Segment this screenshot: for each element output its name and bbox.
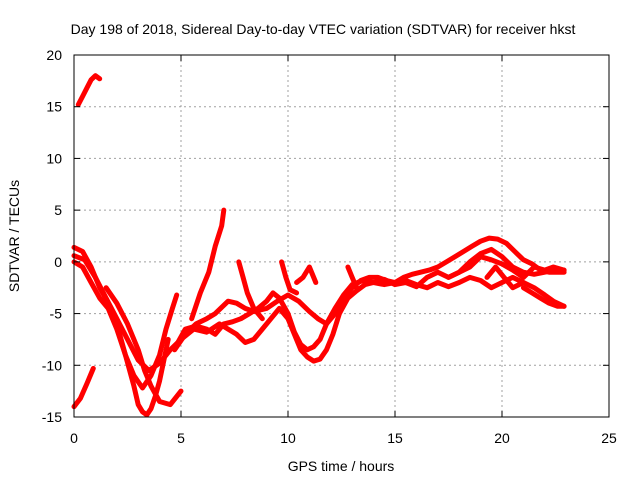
- series-line-6: [103, 285, 184, 408]
- y-tick-label: 5: [54, 202, 62, 218]
- y-tick-label: 0: [54, 254, 62, 270]
- x-tick-label: 15: [387, 430, 403, 446]
- series-line-7: [172, 235, 567, 353]
- y-tick-label: -10: [42, 357, 62, 373]
- series-line-5: [71, 253, 188, 373]
- y-tick-label: -5: [50, 306, 63, 322]
- series-line-13: [294, 264, 319, 285]
- x-tick-label: 25: [601, 430, 617, 446]
- series-group: [71, 73, 567, 418]
- ticks: [73, 54, 610, 418]
- grid: [74, 55, 609, 417]
- series-line-11: [236, 259, 265, 322]
- series-line-15: [446, 246, 567, 280]
- x-tick-labels: 0 5 10 15 20 25: [70, 430, 617, 446]
- x-axis-label: GPS time / hours: [288, 458, 395, 474]
- y-tick-label: 10: [46, 150, 62, 166]
- y-tick-label: 20: [46, 47, 62, 63]
- y-tick-label: -15: [42, 409, 62, 425]
- y-tick-labels: -15 -10 -5 0 5 10 15 20: [42, 47, 62, 425]
- x-tick-label: 5: [177, 430, 185, 446]
- series-line-12: [279, 259, 300, 296]
- y-tick-label: 15: [46, 99, 62, 115]
- series-line-10: [189, 207, 227, 322]
- series-line-4: [71, 259, 180, 391]
- x-tick-label: 20: [494, 430, 510, 446]
- series-line-1: [75, 73, 103, 108]
- series-line-8: [174, 254, 567, 353]
- series-line-2: [71, 365, 96, 410]
- series-line-16: [484, 264, 526, 291]
- plot-frame: [73, 54, 610, 418]
- x-tick-label: 0: [70, 430, 78, 446]
- series-line-9: [178, 274, 567, 364]
- series-line-14: [345, 264, 359, 291]
- x-tick-label: 10: [280, 430, 296, 446]
- y-axis-label: SDTVAR / TECUs: [6, 180, 22, 292]
- series-line-17: [520, 285, 567, 309]
- chart-title: Day 198 of 2018, Sidereal Day-to-day VTE…: [71, 21, 576, 37]
